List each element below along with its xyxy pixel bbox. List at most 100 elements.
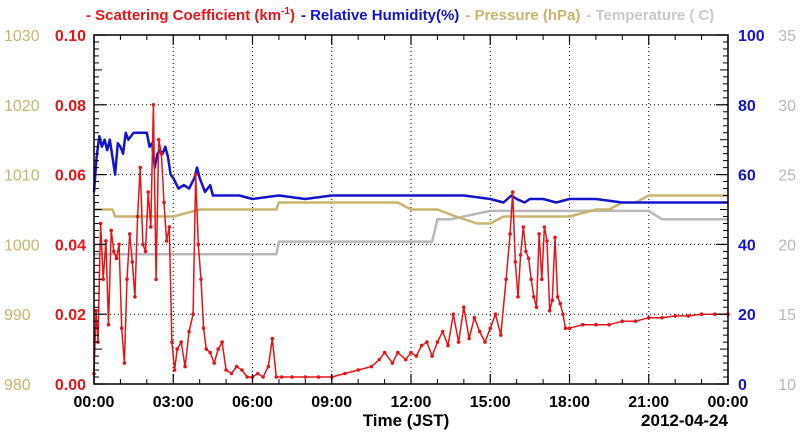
legend-suffix: C)	[698, 7, 714, 24]
y-tick-label-humidity: 0	[738, 377, 747, 394]
y-tick-label-scattering: 0.10	[55, 28, 86, 45]
data-point-scattering	[141, 242, 145, 247]
y-tick-label-scattering: 0.04	[55, 237, 86, 254]
x-tick-label: 00:00	[708, 394, 749, 411]
data-point-scattering	[555, 295, 560, 299]
data-point-scattering	[104, 239, 108, 243]
data-point-scattering	[106, 322, 111, 327]
x-axis-label: Time (JST)	[363, 411, 450, 430]
data-point-scattering	[179, 340, 183, 344]
legend-suffix: )	[290, 7, 295, 24]
data-point-scattering	[414, 354, 419, 358]
data-point-scattering	[94, 308, 98, 313]
axis-labels: 00:00 03:00 06:00 09:00 12:00 15:00 18:00 21:00…	[4, 28, 796, 430]
data-point-scattering	[446, 343, 450, 348]
data-point-scattering	[534, 305, 539, 310]
data-point-scattering	[686, 314, 691, 318]
data-point-scattering	[647, 315, 651, 320]
data-point-scattering	[435, 340, 440, 344]
data-point-scattering	[545, 239, 549, 243]
data-point-scattering	[483, 340, 487, 344]
data-point-scattering	[303, 375, 308, 379]
legend-entry-pressure: - Pressure (hPa)	[465, 7, 580, 24]
data-point-scattering	[162, 200, 166, 205]
data-point-scattering	[493, 312, 498, 317]
data-point-scattering	[117, 242, 121, 247]
y-tick-label-scattering: 0.06	[55, 168, 86, 185]
data-point-scattering	[135, 214, 140, 219]
data-point-scattering	[580, 322, 585, 327]
data-point-scattering	[193, 172, 198, 177]
data-point-scattering	[513, 260, 518, 264]
plot-area	[92, 103, 730, 379]
data-point-scattering	[154, 277, 158, 282]
data-point-scattering	[499, 333, 503, 337]
legend-line: - Scattering Coefficient (km-1) - Relativ…	[86, 6, 714, 24]
data-point-scattering	[508, 232, 512, 236]
data-point-scattering	[504, 277, 508, 282]
data-point-scattering	[149, 225, 153, 229]
data-point-scattering	[713, 312, 717, 317]
chart-legend: - Scattering Coefficient (km-1) - Relativ…	[86, 6, 714, 24]
series-line-temperature	[94, 209, 728, 256]
data-point-scattering	[229, 371, 234, 376]
x-tick-label: 09:00	[311, 394, 352, 411]
legend-superscript: -1	[281, 6, 290, 17]
data-point-scattering	[133, 295, 137, 299]
y-tick-label-temperature: 25	[778, 168, 796, 185]
y-tick-label-pressure: 1010	[4, 168, 40, 185]
y-tick-label-scattering: 0.02	[55, 307, 86, 324]
data-point-scattering	[521, 225, 526, 229]
data-point-scattering	[199, 277, 203, 282]
legend-entry-scattering: - Scattering Coefficient (km	[86, 7, 281, 24]
data-point-scattering	[542, 225, 547, 229]
data-point-scattering	[172, 368, 177, 372]
y-tick-label-pressure: 1000	[4, 237, 40, 254]
data-point-scattering	[607, 322, 611, 327]
data-point-scattering	[529, 277, 533, 282]
data-point-scattering	[212, 361, 216, 365]
data-point-scattering	[125, 277, 129, 282]
y-tick-label-humidity: 20	[738, 307, 756, 324]
y-tick-label-pressure: 1020	[4, 98, 40, 115]
data-point-scattering	[510, 190, 515, 194]
y-tick-label-scattering: 0.00	[55, 377, 86, 394]
data-point-scattering	[146, 190, 150, 194]
legend-entry-humidity: - Relative Humidity(%)	[301, 7, 459, 24]
y-tick-label-temperature: 15	[778, 307, 796, 324]
data-point-scattering	[472, 315, 477, 320]
data-point-scattering	[633, 319, 638, 324]
data-point-scattering	[151, 103, 156, 107]
data-point-scattering	[567, 326, 572, 331]
x-tick-label: 18:00	[549, 394, 590, 411]
data-point-scattering	[396, 350, 400, 355]
data-point-scattering	[138, 165, 142, 170]
data-point-scattering	[164, 239, 169, 243]
data-point-scattering	[122, 361, 127, 365]
data-point-scattering	[409, 350, 413, 355]
data-point-scattering	[369, 364, 374, 369]
data-point-scattering	[516, 295, 520, 299]
data-point-scattering	[563, 326, 568, 331]
y-tick-label-temperature: 30	[778, 98, 796, 115]
data-point-scattering	[356, 368, 361, 372]
data-point-scattering	[547, 308, 552, 313]
data-point-scattering	[462, 305, 466, 310]
series-line-pressure	[94, 194, 728, 225]
x-tick-label: 03:00	[153, 394, 194, 411]
data-point-scattering	[175, 347, 179, 351]
data-point-scattering	[98, 221, 103, 226]
data-point-scattering	[127, 232, 132, 236]
data-point-scattering	[159, 151, 164, 156]
y-tick-label-pressure: 980	[4, 377, 31, 394]
data-point-scattering	[316, 375, 321, 379]
data-point-scattering	[119, 326, 124, 331]
data-point-scattering	[488, 326, 493, 331]
data-point-scattering	[526, 256, 531, 261]
data-point-scattering	[191, 312, 195, 317]
data-point-scattering	[208, 350, 212, 355]
data-point-scattering	[594, 322, 598, 327]
data-point-scattering	[419, 343, 424, 348]
data-point-scattering	[266, 364, 271, 369]
data-point-scattering	[699, 312, 704, 317]
